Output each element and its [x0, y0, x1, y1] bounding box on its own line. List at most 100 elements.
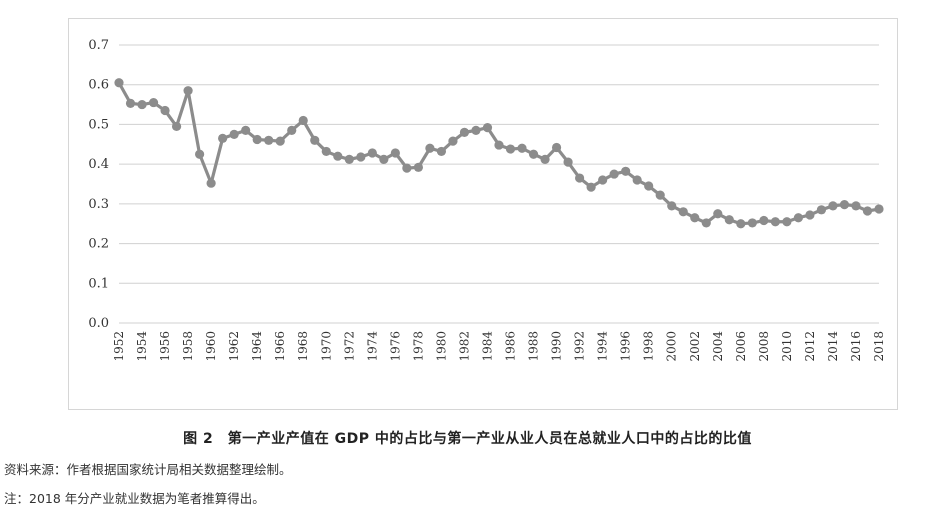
data-point: [598, 175, 608, 185]
y-tick-label: 0.1: [88, 276, 109, 291]
line-chart: 0.0 0.1 0.2 0.3 0.4 0.5 0.6 0.7 1952 1954 1956 1958…: [88, 38, 886, 362]
figure-caption: 图 2 第一产业产值在 GDP 中的占比与第一产业从业人员在总就业人口中的占比的…: [183, 431, 752, 447]
y-tick-label: 0.5: [88, 117, 109, 132]
x-tick-label: 2012: [803, 331, 817, 362]
footnote: 注：2018 年分产业就业数据为笔者推算得出。: [4, 491, 265, 506]
data-point: [793, 213, 803, 223]
data-point: [206, 178, 216, 188]
x-tick-label: 1980: [434, 331, 448, 362]
data-point: [148, 97, 159, 108]
data-point: [310, 135, 320, 145]
data-point: [275, 136, 285, 146]
data-point: [517, 143, 527, 153]
data-point: [125, 98, 136, 108]
data-point: [782, 217, 792, 227]
x-tick-label: 1976: [388, 331, 402, 362]
data-point: [241, 125, 251, 135]
data-point: [264, 135, 274, 145]
data-point: [540, 154, 550, 164]
x-tick-label: 1998: [642, 331, 656, 362]
data-point: [701, 218, 711, 228]
data-point: [379, 154, 389, 164]
data-point: [183, 86, 193, 96]
data-point: [621, 166, 631, 176]
data-point: [839, 200, 850, 210]
data-point: [229, 129, 239, 139]
data-point: [690, 213, 700, 223]
data-point: [298, 115, 308, 126]
data-point: [505, 144, 516, 154]
data-point: [287, 125, 297, 135]
x-tick-label: 2018: [872, 331, 886, 362]
x-tick-label: 1990: [550, 331, 564, 362]
data-point: [137, 99, 147, 110]
x-tick-label: 1978: [411, 331, 425, 362]
data-point: [402, 163, 412, 173]
data-point: [632, 175, 642, 185]
data-point: [828, 201, 838, 211]
source-note: 资料来源：作者根据国家统计局相关数据整理绘制。: [4, 462, 292, 477]
x-tick-label: 1996: [619, 331, 633, 362]
x-tick-label: 1958: [181, 331, 195, 362]
data-point: [609, 169, 619, 179]
data-point: [482, 123, 493, 133]
data-point: [747, 218, 757, 228]
data-point: [471, 125, 481, 135]
x-tick-label: 1992: [573, 331, 587, 362]
data-point: [586, 182, 596, 192]
y-tick-label: 0.7: [88, 38, 109, 53]
data-point: [356, 152, 366, 162]
x-tick-label: 1966: [273, 331, 287, 362]
data-point: [575, 173, 585, 183]
x-tick-label: 2008: [757, 331, 771, 362]
data-point: [367, 148, 377, 158]
x-tick-label: 1986: [504, 331, 518, 362]
data-point: [770, 217, 780, 227]
x-tick-label: 2002: [688, 331, 702, 362]
x-tick-label: 2016: [849, 331, 863, 362]
y-tick-label: 0.0: [88, 316, 109, 331]
data-point: [816, 205, 827, 215]
x-tick-label: 1972: [342, 331, 356, 362]
series-line: [117, 81, 880, 226]
x-tick-label: 1960: [204, 331, 218, 362]
x-tick-label: 1956: [158, 331, 172, 362]
data-point: [851, 201, 861, 211]
data-point: [713, 209, 723, 219]
data-point: [724, 215, 734, 225]
data-point: [874, 204, 884, 214]
data-point: [333, 151, 343, 161]
x-tick-label: 1994: [596, 331, 610, 362]
x-tick-label: 1952: [112, 331, 126, 362]
chart-frame: 0.0 0.1 0.2 0.3 0.4 0.5 0.6 0.7 1952 1954 1956 1958…: [68, 18, 898, 410]
x-tick-label: 2000: [665, 331, 679, 362]
x-tick-label: 1970: [319, 331, 333, 362]
data-point: [551, 142, 562, 153]
data-point: [436, 146, 447, 157]
data-point: [678, 207, 688, 217]
y-tick-label: 0.3: [88, 197, 109, 212]
data-point: [459, 127, 470, 137]
x-tick-label: 1982: [457, 331, 471, 362]
data-point: [528, 149, 539, 159]
data-point: [667, 201, 677, 211]
x-tick-label: 2004: [711, 331, 725, 362]
x-tick-label: 2010: [780, 331, 794, 362]
x-tick-label: 1954: [135, 331, 149, 362]
data-point: [494, 140, 504, 150]
data-point: [862, 206, 873, 216]
data-point: [114, 78, 124, 88]
data-point: [195, 149, 205, 159]
data-point: [344, 154, 354, 164]
data-point: [425, 143, 435, 153]
data-point: [448, 136, 458, 146]
data-point: [321, 146, 331, 157]
y-tick-label: 0.6: [88, 78, 109, 93]
y-tick-label: 0.2: [88, 237, 109, 252]
data-point: [655, 190, 665, 200]
x-tick-label: 1962: [227, 331, 241, 362]
x-tick-label: 1968: [296, 331, 310, 362]
data-point: [390, 148, 400, 158]
x-tick-label: 2014: [826, 331, 840, 362]
data-point: [160, 105, 170, 116]
